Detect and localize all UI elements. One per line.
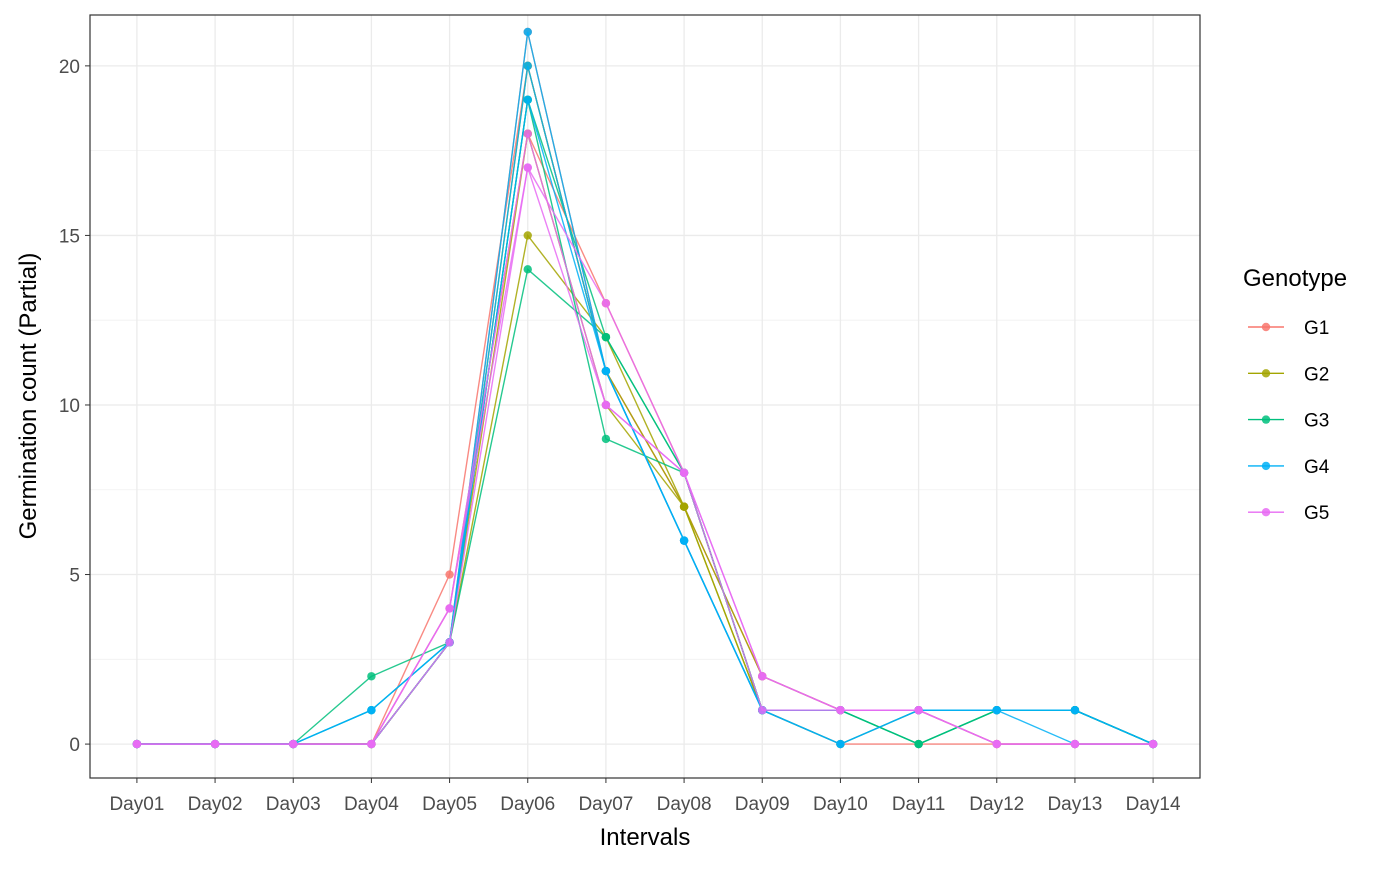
legend-item-g1: G1	[1248, 318, 1329, 339]
data-point	[679, 468, 689, 477]
x-tick-label: Day08	[657, 794, 712, 815]
data-point	[601, 366, 611, 376]
x-tick-label: Day12	[969, 794, 1024, 815]
data-point	[836, 739, 845, 749]
data-point	[523, 129, 532, 138]
data-point	[679, 536, 689, 545]
data-point	[601, 332, 611, 342]
y-tick-label: 15	[59, 226, 80, 247]
data-point	[367, 739, 376, 749]
data-point	[367, 705, 376, 715]
data-point	[210, 739, 220, 749]
y-tick-label: 0	[69, 735, 80, 756]
series-layer	[132, 27, 1158, 749]
legend-label: G4	[1304, 457, 1330, 478]
data-point	[1148, 739, 1158, 749]
data-point	[523, 163, 532, 172]
legend-key-point	[1261, 322, 1271, 332]
data-point	[445, 570, 454, 579]
x-tick-label: Day07	[578, 794, 633, 815]
y-tick-label: 10	[59, 396, 80, 417]
legend-label: G1	[1304, 318, 1329, 339]
data-point	[445, 638, 454, 647]
x-tick-label: Day01	[109, 794, 164, 815]
data-point	[601, 434, 611, 444]
legend-label: G2	[1304, 364, 1329, 385]
data-point	[914, 705, 923, 715]
legend: Genotype G1 G2 G3 G4 G5	[1243, 265, 1347, 524]
data-point	[289, 739, 298, 749]
data-point	[679, 502, 689, 511]
legend-item-g5: G5	[1248, 503, 1329, 524]
x-tick-label: Day02	[188, 794, 243, 815]
data-point	[1070, 705, 1080, 715]
data-point	[836, 705, 845, 715]
data-point	[601, 299, 611, 308]
legend-item-g2: G2	[1248, 364, 1329, 385]
data-point	[992, 739, 1001, 749]
y-tick-label: 20	[59, 57, 80, 78]
x-tick-label: Day06	[500, 794, 555, 815]
x-tick-label: Day09	[735, 794, 790, 815]
data-point	[523, 95, 532, 104]
axis-layer: 0 5 10 15 20 Day01 Day02 Day03 Day04 Day05 Day06 Da…	[59, 57, 1181, 815]
legend-key-point	[1261, 415, 1271, 424]
legend-label: G5	[1304, 503, 1329, 524]
plot-panel	[90, 15, 1200, 778]
legend-key-point	[1261, 508, 1271, 517]
x-axis-title: Intervals	[600, 824, 691, 851]
series-line	[136, 167, 1154, 745]
grid-lines	[90, 15, 1200, 778]
data-point	[601, 400, 611, 410]
data-point	[1070, 739, 1080, 749]
y-tick-label: 5	[69, 566, 80, 587]
data-point	[523, 265, 532, 274]
data-point	[758, 672, 767, 681]
data-point	[992, 705, 1001, 715]
legend-items: G1 G2 G3 G4 G5	[1248, 318, 1330, 524]
y-axis-title: Germination count (Partial)	[15, 253, 42, 540]
x-tick-label: Day03	[266, 794, 321, 815]
data-point	[523, 231, 532, 240]
legend-title: Genotype	[1243, 265, 1347, 292]
legend-label: G3	[1304, 411, 1329, 432]
legend-key-point	[1261, 461, 1271, 471]
data-point	[132, 739, 142, 749]
data-point	[445, 604, 454, 613]
x-tick-label: Day13	[1047, 794, 1102, 815]
legend-item-g3: G3	[1248, 411, 1329, 432]
series-line	[136, 65, 1154, 745]
x-tick-label: Day14	[1126, 794, 1181, 815]
data-point	[914, 739, 923, 749]
data-point	[523, 61, 532, 71]
data-point	[758, 705, 767, 715]
legend-key-point	[1261, 369, 1271, 378]
x-tick-label: Day05	[422, 794, 477, 815]
legend-item-g4: G4	[1248, 457, 1330, 478]
series-g5	[132, 129, 1158, 749]
x-tick-label: Day04	[344, 794, 399, 815]
x-tick-label: Day11	[892, 794, 946, 815]
data-point	[367, 672, 376, 681]
data-point	[523, 27, 532, 37]
plot-border	[89, 14, 1201, 779]
x-tick-label: Day10	[813, 794, 868, 815]
